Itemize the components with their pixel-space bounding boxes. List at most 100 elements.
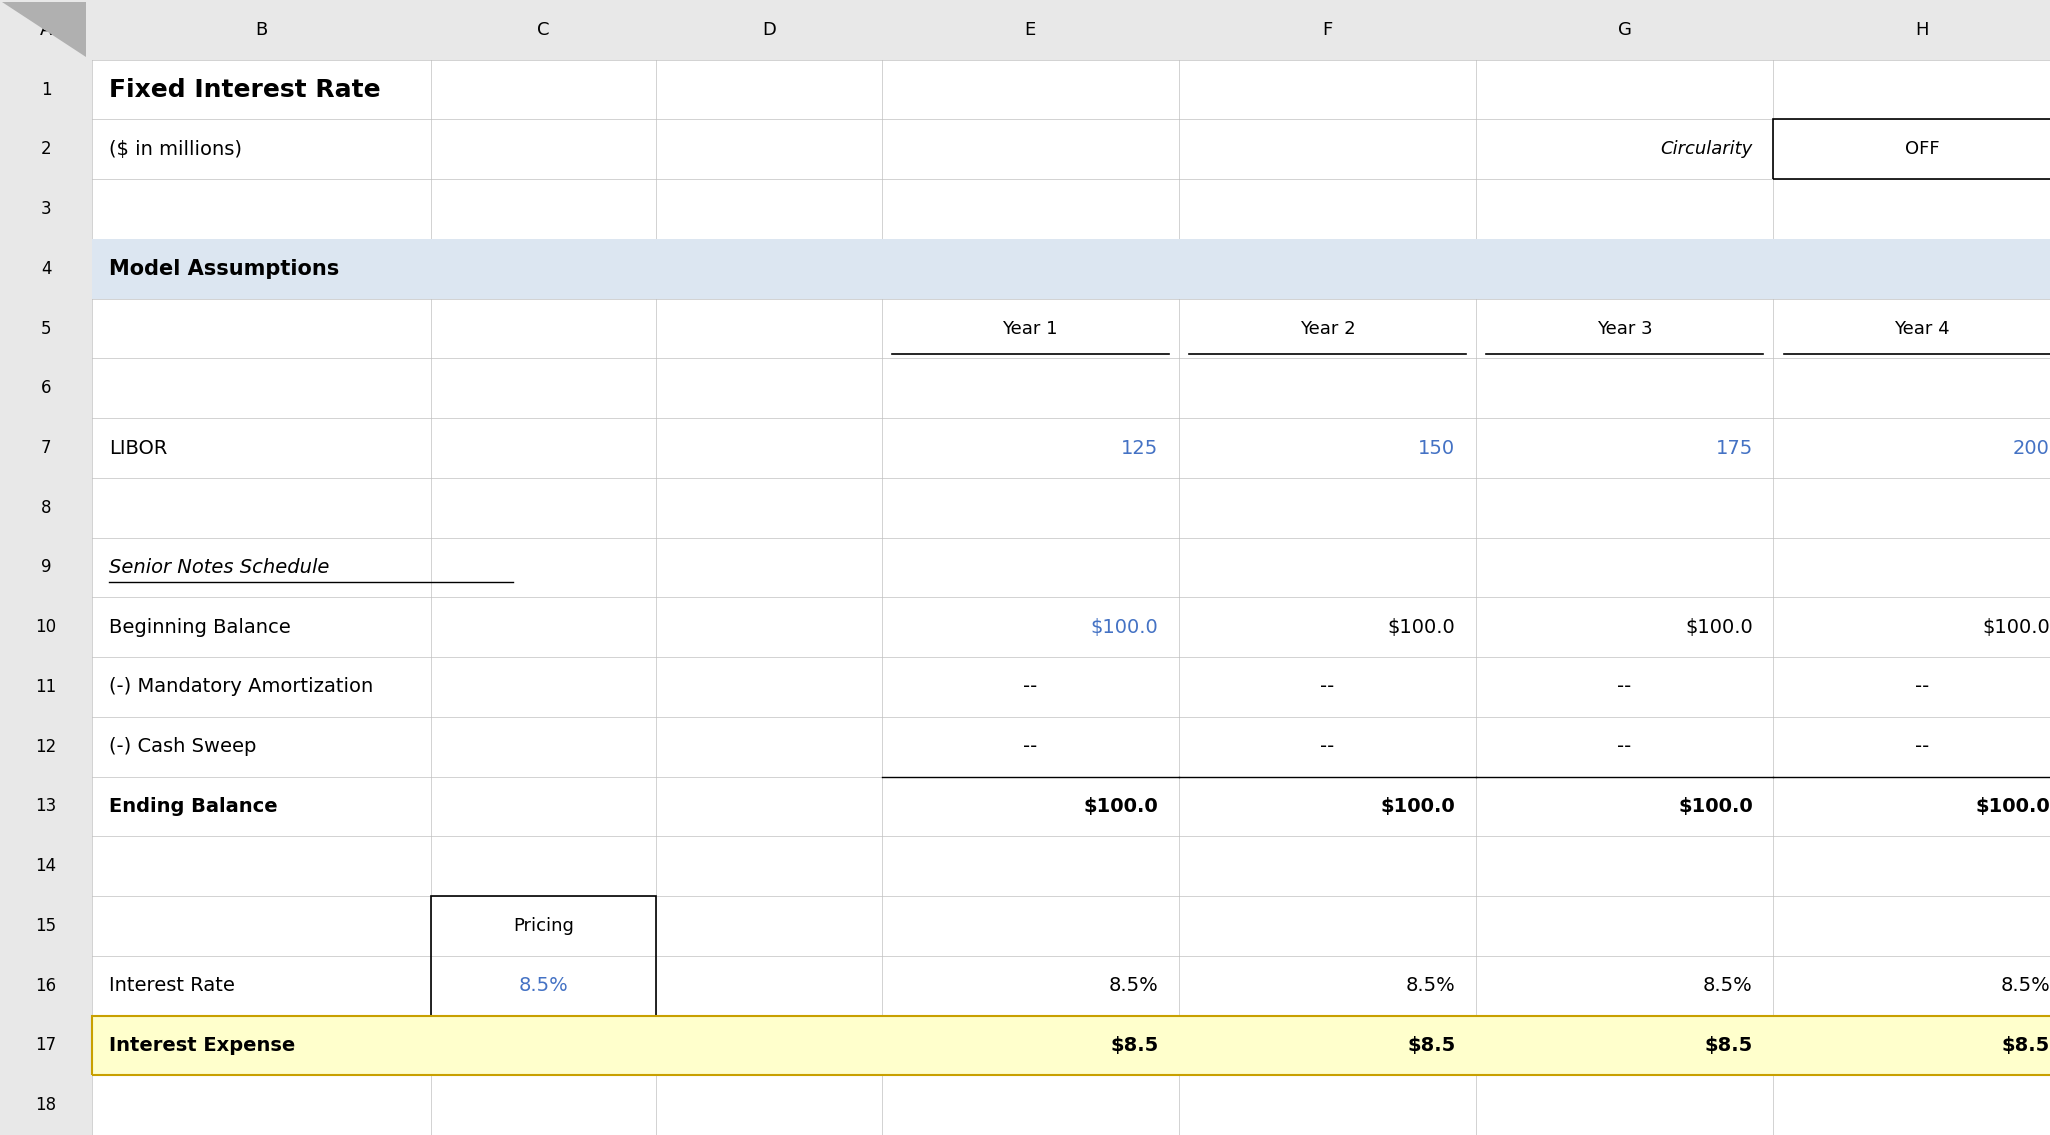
Text: 9: 9 [41,558,51,577]
Text: 17: 17 [35,1036,57,1054]
Text: --: -- [1320,738,1335,756]
Text: 12: 12 [35,738,57,756]
Text: Beginning Balance: Beginning Balance [109,617,291,637]
Text: 11: 11 [35,678,57,696]
Text: 18: 18 [35,1096,57,1115]
Text: Year 2: Year 2 [1300,320,1355,337]
Bar [0,717,92,776]
Text: $100.0: $100.0 [1982,617,2050,637]
Text: 13: 13 [35,798,57,815]
Bar [0,776,92,836]
Text: D: D [763,20,775,39]
Bar [92,239,2050,299]
Text: A: A [39,20,53,39]
Text: 16: 16 [35,976,57,994]
Text: Circularity: Circularity [1660,141,1753,159]
Text: Interest Rate: Interest Rate [109,976,234,995]
Text: Pricing: Pricing [512,917,574,935]
Text: $100.0: $100.0 [1084,797,1158,816]
Bar [1476,0,1773,60]
Bar [0,1016,92,1075]
Text: $8.5: $8.5 [1109,1036,1158,1054]
Text: 6: 6 [41,379,51,397]
Text: 150: 150 [1419,438,1456,457]
Text: Year 1: Year 1 [1002,320,1058,337]
Bar [0,956,92,1016]
Text: $100.0: $100.0 [1685,617,1753,637]
Bar [0,418,92,478]
Bar [0,60,92,119]
Text: Ending Balance: Ending Balance [109,797,277,816]
Text: $100.0: $100.0 [1679,797,1753,816]
Text: (-) Mandatory Amortization: (-) Mandatory Amortization [109,678,373,697]
Text: 10: 10 [35,619,57,637]
Text: LIBOR: LIBOR [109,438,166,457]
Text: $8.5: $8.5 [2001,1036,2050,1054]
Text: 8.5%: 8.5% [1406,976,1456,995]
Bar [0,478,92,538]
Text: 2: 2 [41,141,51,159]
Text: 5: 5 [41,320,51,337]
Text: (-) Cash Sweep: (-) Cash Sweep [109,738,256,756]
Text: --: -- [1023,738,1037,756]
Bar [1179,0,1476,60]
Text: $100.0: $100.0 [1388,617,1456,637]
Text: --: -- [1320,678,1335,697]
Bar [430,896,656,1016]
Text: 7: 7 [41,439,51,457]
Text: C: C [537,20,549,39]
Text: 8.5%: 8.5% [2001,976,2050,995]
Text: $8.5: $8.5 [1406,1036,1456,1054]
Bar [92,1016,2050,1075]
Text: B: B [256,20,266,39]
Text: Senior Notes Schedule: Senior Notes Schedule [109,558,328,577]
Bar [0,1075,92,1135]
Text: $8.5: $8.5 [1704,1036,1753,1054]
Bar [0,239,92,299]
Bar [0,896,92,956]
Text: 125: 125 [1121,438,1158,457]
Bar [0,657,92,717]
Text: 4: 4 [41,260,51,278]
Text: 200: 200 [2013,438,2050,457]
Bar [0,597,92,657]
Bar [92,0,430,60]
Bar [0,836,92,896]
Text: 8.5%: 8.5% [1704,976,1753,995]
Bar [0,179,92,239]
Bar [1773,119,2050,179]
Bar [656,0,882,60]
Text: H: H [1915,20,1929,39]
Bar [92,1016,2050,1075]
Text: 8.5%: 8.5% [519,976,568,995]
Bar [0,538,92,597]
Text: 8: 8 [41,498,51,516]
Text: Year 3: Year 3 [1597,320,1652,337]
Text: 8.5%: 8.5% [1109,976,1158,995]
Text: --: -- [1617,678,1632,697]
Polygon shape [2,2,86,58]
Text: F: F [1322,20,1332,39]
Text: E: E [1025,20,1035,39]
Bar [0,0,92,60]
Bar [882,0,1179,60]
Text: $100.0: $100.0 [1976,797,2050,816]
Bar [0,119,92,179]
Text: Year 4: Year 4 [1894,320,1950,337]
Text: --: -- [1617,738,1632,756]
Bar [430,0,656,60]
Text: Interest Expense: Interest Expense [109,1036,295,1054]
Text: 1: 1 [41,81,51,99]
Text: Fixed Interest Rate: Fixed Interest Rate [109,77,381,102]
Text: Model Assumptions: Model Assumptions [109,259,338,279]
Text: 15: 15 [35,917,57,935]
Text: 175: 175 [1716,438,1753,457]
Text: ($ in millions): ($ in millions) [109,140,242,159]
Text: 14: 14 [35,857,57,875]
Bar [1773,0,2050,60]
Text: $100.0: $100.0 [1382,797,1456,816]
Text: --: -- [1915,738,1929,756]
Bar [0,299,92,359]
Text: 3: 3 [41,200,51,218]
Text: OFF: OFF [1904,141,1939,159]
